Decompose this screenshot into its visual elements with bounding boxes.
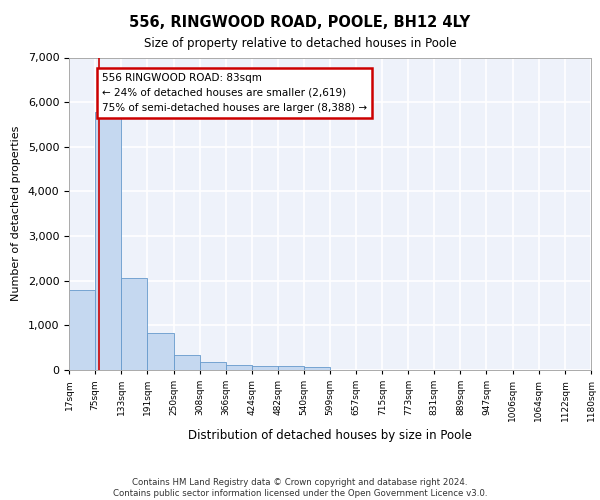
Text: Contains HM Land Registry data © Crown copyright and database right 2024.
Contai: Contains HM Land Registry data © Crown c… [113, 478, 487, 498]
Bar [173, 355, 200, 370]
X-axis label: Distribution of detached houses by size in Poole: Distribution of detached houses by size … [188, 430, 472, 442]
Bar [121, 278, 147, 370]
Bar [251, 366, 278, 370]
Text: 556, RINGWOOD ROAD, POOLE, BH12 4LY: 556, RINGWOOD ROAD, POOLE, BH12 4LY [130, 15, 470, 30]
Bar [278, 366, 304, 370]
Bar [226, 365, 251, 370]
Text: Size of property relative to detached houses in Poole: Size of property relative to detached ho… [143, 38, 457, 51]
Y-axis label: Number of detached properties: Number of detached properties [11, 126, 21, 302]
Bar [200, 362, 226, 370]
Bar [69, 290, 95, 370]
Text: 556 RINGWOOD ROAD: 83sqm
← 24% of detached houses are smaller (2,619)
75% of sem: 556 RINGWOOD ROAD: 83sqm ← 24% of detach… [102, 73, 367, 112]
Bar [147, 333, 173, 370]
Bar [304, 367, 330, 370]
Bar [95, 112, 121, 370]
